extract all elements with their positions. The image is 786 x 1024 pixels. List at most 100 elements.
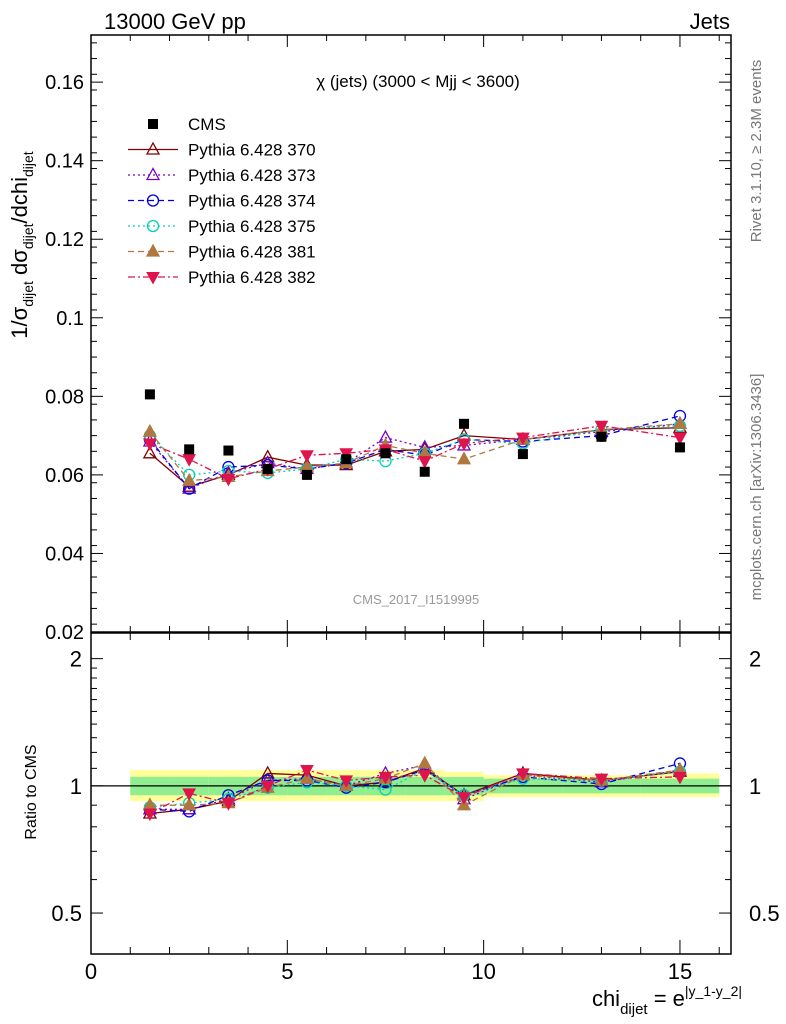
x-axis-label: chidijet = e|y_1-y_2| bbox=[592, 983, 742, 1018]
main-point-p381 bbox=[456, 451, 472, 465]
main-point-p382 bbox=[516, 432, 530, 446]
main-point-cms bbox=[262, 464, 273, 475]
main-line-p370 bbox=[149, 427, 680, 488]
main-point-cms bbox=[419, 466, 430, 477]
main-point-p381 bbox=[182, 472, 197, 486]
ratio-y-label: Ratio to CMS bbox=[23, 744, 40, 839]
rivet-label: Rivet 3.1.10, ≥ 2.3M events bbox=[748, 60, 765, 243]
x-tick-label: 5 bbox=[281, 959, 293, 984]
ratio-data bbox=[142, 755, 688, 822]
x-tick-label: 10 bbox=[471, 959, 495, 984]
main-data bbox=[142, 389, 688, 495]
ratio-point-p382 bbox=[182, 788, 197, 801]
main-point-p381 bbox=[142, 423, 157, 437]
legend-marker-p370 bbox=[145, 141, 161, 155]
legend-marker-p381 bbox=[145, 243, 161, 257]
ratio-point-p382 bbox=[417, 770, 432, 783]
ratio-y-tick-label-right: 1 bbox=[749, 774, 761, 799]
ratio-point-p382 bbox=[221, 798, 236, 811]
x-tick-label: 0 bbox=[85, 959, 97, 984]
ratio-line-p382 bbox=[149, 769, 680, 815]
main-point-cms bbox=[459, 418, 470, 429]
main-point-cms bbox=[184, 444, 195, 455]
ratio-axes: 0.5 0.5 1 1 2 2 0 5 10 15 bbox=[51, 633, 780, 984]
legend-label-p373: Pythia 6.428 373 bbox=[188, 166, 316, 185]
main-point-p370 bbox=[142, 445, 157, 459]
legend-label-p381: Pythia 6.428 381 bbox=[188, 243, 316, 262]
legend-marker-cms bbox=[148, 119, 158, 129]
ratio-point-p382 bbox=[339, 775, 354, 788]
main-point-p382 bbox=[673, 432, 687, 446]
main-point-p382 bbox=[182, 454, 197, 467]
main-point-p382 bbox=[300, 450, 314, 463]
y-tick-label: 0.12 bbox=[45, 229, 84, 251]
legend-marker-p374 bbox=[146, 194, 160, 207]
ratio-point-p382 bbox=[457, 792, 471, 805]
main-point-cms bbox=[674, 442, 685, 453]
y-tick-label: 0.08 bbox=[45, 386, 84, 408]
y-tick-label: 0.02 bbox=[45, 622, 84, 644]
ratio-point-p382 bbox=[673, 771, 687, 785]
main-point-p382 bbox=[457, 438, 471, 452]
ratio-point-p382 bbox=[300, 765, 314, 778]
main-point-cms bbox=[223, 445, 234, 456]
legend-marker-p382 bbox=[146, 272, 160, 285]
ratio-line-p374 bbox=[149, 762, 681, 813]
main-point-p382 bbox=[594, 420, 609, 434]
svg-text:1/σdijet dσdijet/dchidijet: 1/σdijet dσdijet/dchidijet bbox=[7, 151, 36, 339]
x-tick-label: 15 bbox=[668, 959, 692, 984]
main-panel: 0.02 0.04 0.06 0.08 0.1 0.12 0.14 0.16 χ (jets)… bbox=[45, 34, 732, 644]
legend-label-p382: Pythia 6.428 382 bbox=[188, 268, 316, 287]
legend-label-p370: Pythia 6.428 370 bbox=[188, 141, 316, 160]
main-line-p382 bbox=[149, 425, 681, 480]
ratio-point-p382 bbox=[516, 768, 530, 781]
ratio-point-p382 bbox=[143, 808, 157, 822]
main-point-p381 bbox=[672, 415, 688, 429]
ratio-y-tick-label: 0.5 bbox=[51, 901, 82, 926]
main-point-p382 bbox=[143, 438, 157, 452]
analysis-id: CMS_2017_I1519995 bbox=[353, 592, 480, 607]
ratio-point-p382 bbox=[260, 780, 275, 794]
main-point-cms bbox=[380, 448, 391, 459]
ratio-panel: 0.5 0.5 1 1 2 2 0 5 10 15 Ratio to CMS bbox=[23, 632, 780, 984]
main-plot-title: χ (jets) (3000 < Mjj < 3600) bbox=[316, 72, 520, 91]
header-right: Jets bbox=[690, 9, 730, 34]
ratio-y-tick-label-right: 2 bbox=[749, 647, 761, 672]
main-point-cms bbox=[596, 431, 607, 442]
y-axis-label-main: 1/σdijet dσdijet/dchidijet bbox=[7, 151, 36, 339]
ratio-point-p382 bbox=[378, 771, 393, 785]
y-tick-label: 0.04 bbox=[45, 543, 84, 565]
ratio-point-p382 bbox=[594, 773, 609, 787]
legend-marker-p375 bbox=[146, 219, 160, 233]
main-point-cms bbox=[144, 389, 155, 400]
main-point-cms bbox=[517, 449, 528, 460]
y-tick-label: 0.16 bbox=[45, 72, 84, 94]
ratio-point-p370 bbox=[260, 765, 275, 779]
main-axes: 0.02 0.04 0.06 0.08 0.1 0.12 0.14 0.16 bbox=[45, 35, 731, 644]
header-left: 13000 GeV pp bbox=[104, 9, 246, 34]
ratio-point-p381 bbox=[299, 770, 315, 784]
main-point-cms bbox=[301, 469, 312, 480]
ratio-line-p381 bbox=[149, 762, 681, 806]
legend-label-p374: Pythia 6.428 374 bbox=[188, 192, 316, 211]
ratio-plot-frame bbox=[90, 632, 732, 955]
y-tick-label: 0.1 bbox=[56, 308, 84, 330]
ratio-point-p381 bbox=[417, 755, 432, 769]
legend-label-cms: CMS bbox=[188, 115, 226, 134]
main-line-p381 bbox=[149, 423, 681, 482]
main-point-p370 bbox=[260, 449, 275, 463]
ratio-y-tick-label: 1 bbox=[70, 774, 82, 799]
ratio-y-tick-label: 2 bbox=[70, 647, 82, 672]
main-plot-frame bbox=[90, 34, 732, 633]
y-tick-label: 0.14 bbox=[45, 151, 84, 173]
main-line-p374 bbox=[149, 415, 681, 490]
ratio-point-p381 bbox=[182, 797, 197, 811]
legend-label-p375: Pythia 6.428 375 bbox=[188, 217, 316, 236]
main-point-p382 bbox=[417, 456, 432, 469]
main-point-p382 bbox=[221, 473, 236, 487]
ratio-y-tick-label-right: 0.5 bbox=[749, 901, 780, 926]
main-point-cms bbox=[341, 454, 352, 465]
mcplots-label: mcplots.cern.ch [arXiv:1306.3436] bbox=[748, 374, 765, 601]
legend-marker-p373 bbox=[145, 167, 161, 181]
